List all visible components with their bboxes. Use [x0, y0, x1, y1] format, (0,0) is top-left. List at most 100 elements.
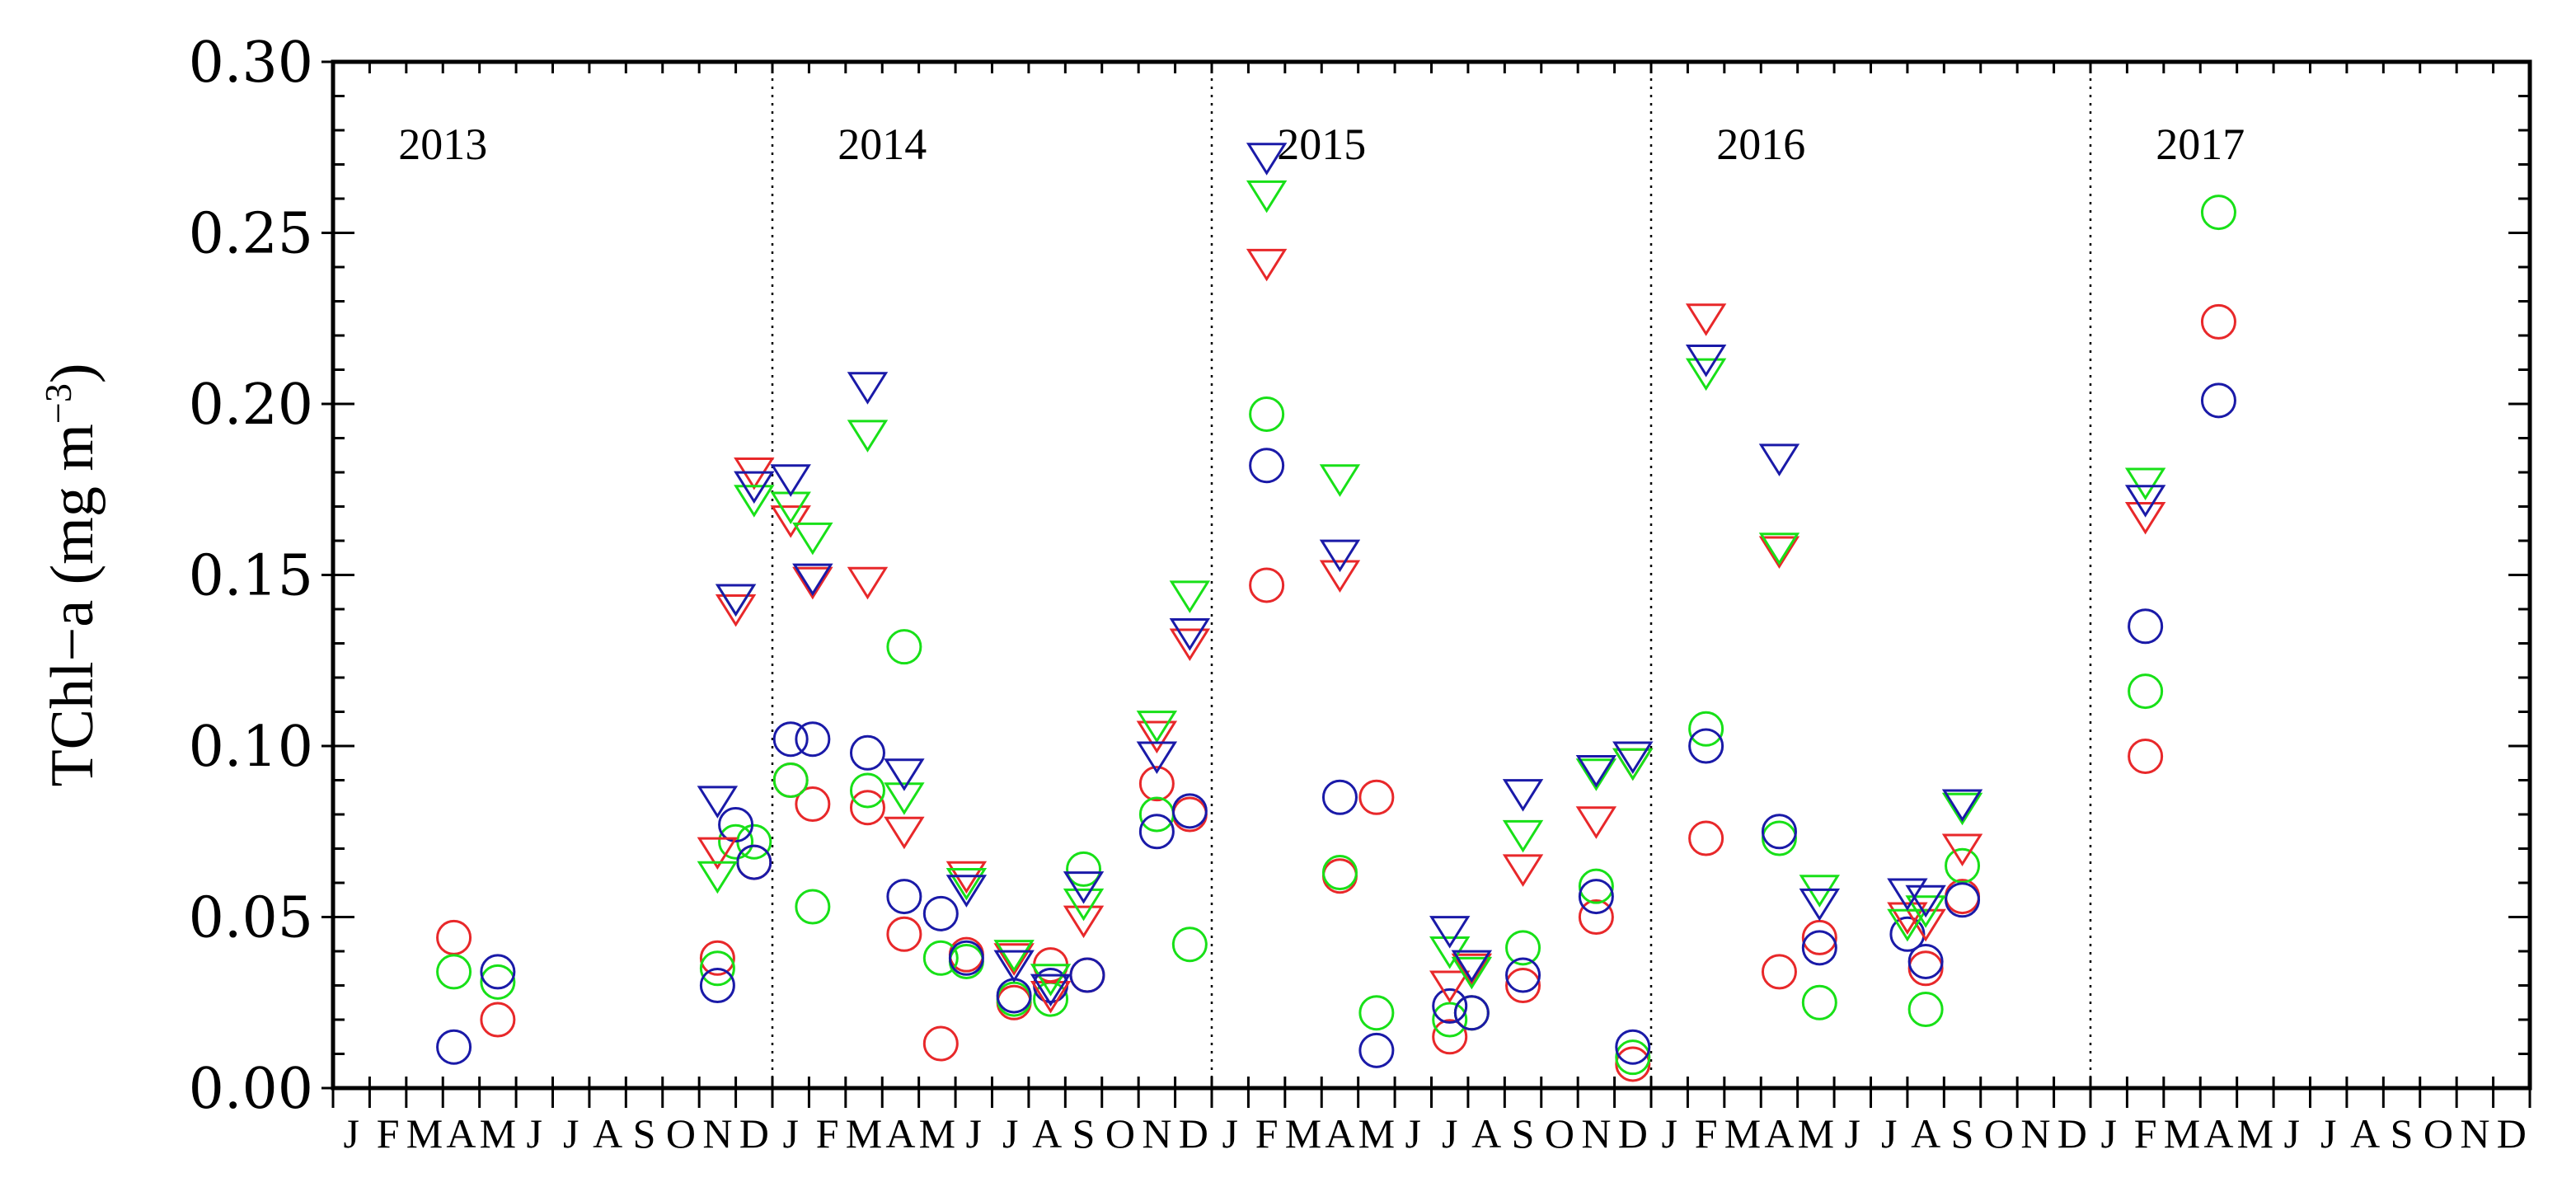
- month-tick-label: A: [1032, 1110, 1062, 1157]
- y-tick-label: 0.05: [189, 886, 313, 951]
- axis-ticks: [321, 60, 2531, 1108]
- month-tick-label: M: [1358, 1110, 1395, 1157]
- month-tick-label: A: [885, 1110, 915, 1157]
- month-tick-label: D: [2497, 1110, 2527, 1157]
- red-circle-point: [886, 916, 922, 952]
- y-axis-label-close: ): [39, 363, 106, 383]
- red-circle-point: [1138, 766, 1175, 802]
- green-circle-point: [436, 954, 472, 990]
- month-tick-label: J: [2284, 1110, 2300, 1157]
- red-triangle-point: [1169, 628, 1211, 662]
- blue-circle-point: [1249, 448, 1285, 484]
- green-circle-point: [1171, 927, 1208, 963]
- red-triangle-point: [1136, 720, 1178, 754]
- red-circle-point: [1945, 879, 1981, 915]
- blue-triangle-point: [1169, 618, 1211, 651]
- month-tick-label: O: [1545, 1110, 1574, 1157]
- y-tick-label: 0.15: [189, 544, 313, 609]
- month-tick-label: N: [702, 1110, 732, 1157]
- green-triangle-point: [1502, 819, 1544, 853]
- green-circle-point: [1358, 995, 1395, 1031]
- red-triangle-point: [697, 837, 739, 870]
- green-circle-point: [1907, 992, 1944, 1028]
- red-triangle-point: [1612, 748, 1654, 781]
- blue-circle-point: [1432, 988, 1468, 1024]
- y-tick-label: 0.20: [189, 373, 313, 438]
- green-circle-point: [2200, 195, 2236, 231]
- blue-triangle-point: [1612, 741, 1654, 774]
- red-triangle-point: [1502, 854, 1544, 887]
- blue-triangle-point: [734, 471, 775, 504]
- green-triangle-point: [1246, 180, 1288, 213]
- green-triangle-point: [993, 940, 1035, 973]
- green-triangle-point: [2124, 467, 2166, 500]
- month-tick-label: M: [406, 1110, 443, 1157]
- blue-triangle-point: [884, 758, 925, 791]
- year-label: 2013: [398, 120, 487, 169]
- data-points: [436, 143, 2236, 1082]
- blue-triangle-point: [1429, 916, 1471, 949]
- green-triangle-point: [1030, 964, 1072, 997]
- red-triangle-point: [2124, 501, 2166, 535]
- month-tick-label: O: [1984, 1110, 2014, 1157]
- blue-triangle-point: [2124, 485, 2166, 518]
- blue-circle-point: [996, 978, 1032, 1014]
- month-tick-label: A: [1911, 1110, 1940, 1157]
- red-triangle-point: [993, 943, 1035, 976]
- green-circle-point: [480, 964, 516, 1000]
- red-circle-point: [1505, 968, 1541, 1003]
- green-triangle-point: [697, 861, 739, 894]
- month-tick-label: J: [966, 1110, 982, 1157]
- red-circle-point: [1907, 950, 1944, 987]
- month-tick-label: D: [1179, 1110, 1208, 1157]
- month-tick-label: J: [1442, 1110, 1457, 1157]
- green-circle-point: [736, 823, 772, 860]
- blue-circle-point: [1761, 814, 1797, 850]
- blue-triangle-point: [993, 950, 1035, 983]
- blue-triangle-point: [1030, 974, 1072, 1007]
- blue-circle-point: [1505, 957, 1541, 993]
- y-tick-label: 0.30: [189, 30, 313, 96]
- blue-triangle-point: [1685, 345, 1727, 378]
- blue-triangle-point: [1319, 539, 1361, 573]
- green-triangle-point: [792, 522, 833, 556]
- blue-triangle-point: [1246, 143, 1288, 176]
- month-tick-label: M: [1724, 1110, 1761, 1157]
- green-triangle-point: [884, 782, 925, 815]
- blue-circle-point: [1069, 957, 1105, 993]
- green-circle-point: [699, 950, 735, 987]
- green-circle-point: [996, 981, 1032, 1017]
- red-circle-point: [1432, 1019, 1468, 1055]
- red-circle-point: [436, 919, 472, 955]
- green-circle-point: [849, 772, 885, 809]
- month-tick-label: F: [377, 1110, 400, 1157]
- y-axis-label-main: TChl−a (mg m: [39, 424, 106, 786]
- month-tick-label: J: [343, 1110, 359, 1157]
- red-circle-point: [795, 786, 831, 823]
- green-triangle-point: [1905, 895, 1946, 928]
- green-triangle-point: [1136, 711, 1178, 744]
- red-triangle-point: [884, 816, 925, 850]
- month-tick-label: O: [1105, 1110, 1135, 1157]
- red-triangle-point: [1030, 980, 1072, 1014]
- month-tick-label: M: [919, 1110, 955, 1157]
- green-triangle-point: [715, 584, 757, 617]
- red-circle-point: [849, 790, 885, 826]
- month-tick-label: J: [2320, 1110, 2336, 1157]
- month-tick-label: A: [593, 1110, 622, 1157]
- plot-frame: [331, 59, 2532, 1091]
- red-circle-point: [2200, 303, 2236, 340]
- blue-circle-point: [1688, 728, 1724, 764]
- red-triangle-point: [1941, 833, 1983, 867]
- blue-circle-point: [436, 1029, 472, 1065]
- month-tick-label: F: [2134, 1110, 2157, 1157]
- month-tick-label: O: [2424, 1110, 2453, 1157]
- green-triangle-point: [1941, 792, 1983, 826]
- blue-triangle-point: [1887, 878, 1928, 911]
- month-tick-label: M: [1798, 1110, 1834, 1157]
- y-tick-labels: 0.00 0.05 0.10 0.15 0.20 0.25 0.30: [189, 30, 313, 1122]
- blue-circle-point: [1138, 814, 1175, 850]
- blue-triangle-point: [770, 464, 811, 497]
- blue-circle-point: [1321, 779, 1358, 815]
- blue-triangle-point: [1502, 779, 1544, 812]
